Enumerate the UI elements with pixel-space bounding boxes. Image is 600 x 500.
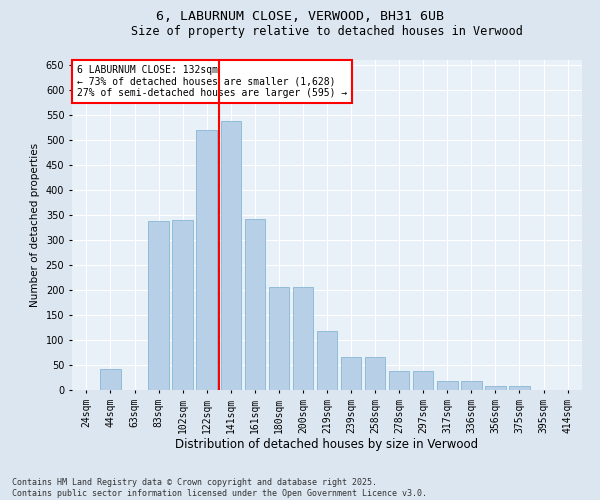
Bar xyxy=(196,130,217,390)
Bar xyxy=(413,371,433,390)
Bar xyxy=(148,221,169,390)
Y-axis label: Number of detached properties: Number of detached properties xyxy=(30,143,40,307)
Bar xyxy=(461,380,482,390)
Bar xyxy=(485,386,506,390)
Bar xyxy=(317,330,337,390)
Bar xyxy=(269,286,289,390)
Title: Size of property relative to detached houses in Verwood: Size of property relative to detached ho… xyxy=(131,25,523,38)
Bar xyxy=(365,357,385,390)
Bar xyxy=(437,380,458,390)
Text: 6 LABURNUM CLOSE: 132sqm
← 73% of detached houses are smaller (1,628)
27% of sem: 6 LABURNUM CLOSE: 132sqm ← 73% of detach… xyxy=(77,65,347,98)
Bar xyxy=(509,386,530,390)
Bar xyxy=(172,220,193,390)
Bar xyxy=(100,369,121,390)
Bar xyxy=(389,371,409,390)
Bar xyxy=(341,357,361,390)
X-axis label: Distribution of detached houses by size in Verwood: Distribution of detached houses by size … xyxy=(175,438,479,452)
Text: 6, LABURNUM CLOSE, VERWOOD, BH31 6UB: 6, LABURNUM CLOSE, VERWOOD, BH31 6UB xyxy=(156,10,444,23)
Text: Contains HM Land Registry data © Crown copyright and database right 2025.
Contai: Contains HM Land Registry data © Crown c… xyxy=(12,478,427,498)
Bar xyxy=(245,218,265,390)
Bar xyxy=(293,286,313,390)
Bar xyxy=(221,121,241,390)
